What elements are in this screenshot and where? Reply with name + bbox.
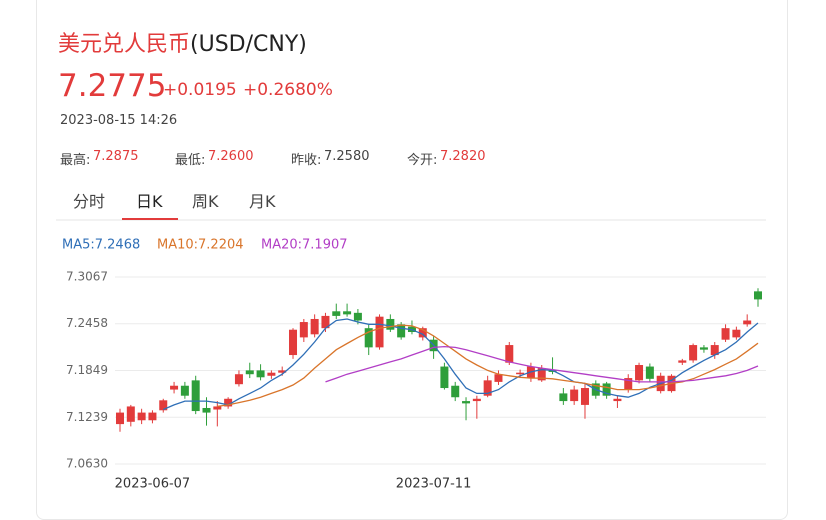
candle-body <box>397 324 406 338</box>
tab[interactable]: 日K <box>136 192 163 211</box>
stat-label: 最低: <box>175 153 206 168</box>
candle-body <box>202 407 211 413</box>
candle-body <box>548 370 557 372</box>
change-pct: +0.2680% <box>243 80 333 100</box>
y-tick-label: 7.2458 <box>66 316 108 330</box>
candle-body <box>386 318 395 330</box>
stat-label: 最高: <box>60 153 91 168</box>
chart: MA5:7.2468 MA10:7.2204 MA20:7.1907 7.0630 7.… <box>56 218 766 492</box>
x-tick-label: 2023-06-07 <box>115 477 191 492</box>
candle-body <box>170 385 179 390</box>
candle-body <box>699 347 708 350</box>
page: 美元兑人民币(USD/CNY) 7.2775 +0.0195 +0.2680% … <box>36 0 788 520</box>
candle-body <box>191 380 200 412</box>
candle-body <box>721 328 730 340</box>
candle-body <box>678 360 687 363</box>
candle-body <box>321 315 330 329</box>
y-tick-label: 7.0630 <box>66 457 108 471</box>
candle-body <box>364 328 373 348</box>
candle-body <box>234 374 243 385</box>
candle-body <box>624 378 633 390</box>
candle-body <box>710 345 719 356</box>
candle-body <box>245 370 254 375</box>
candle-body <box>613 398 622 402</box>
candle-body <box>494 374 503 382</box>
candle-body <box>375 316 384 348</box>
stat-value: 7.2580 <box>324 149 370 164</box>
candle-body <box>580 388 589 405</box>
tab[interactable]: 周K <box>192 192 219 211</box>
title: 美元兑人民币(USD/CNY) <box>58 26 307 58</box>
candle-body <box>126 406 135 422</box>
candle-body <box>516 372 525 375</box>
timestamp: 2023-08-15 14:26 <box>60 113 178 128</box>
ma-line <box>163 318 759 411</box>
candle-body <box>289 329 298 356</box>
title-cn: 美元兑人民币 <box>58 32 191 57</box>
candle-body <box>570 389 579 402</box>
candle-body <box>645 366 654 379</box>
candle-body <box>159 400 168 411</box>
candle-body <box>224 398 233 407</box>
candle-body <box>137 412 146 421</box>
stat-value: 7.2820 <box>440 149 486 164</box>
candle-body <box>602 383 611 396</box>
candle-body <box>343 311 352 315</box>
candle-body <box>732 329 741 338</box>
candle-body <box>310 318 319 335</box>
candle-body <box>213 406 222 410</box>
legend-entry: MA10:7.2204 <box>157 238 244 253</box>
tab[interactable]: 分时 <box>73 192 106 211</box>
title-code: (USD/CNY) <box>190 32 307 57</box>
candle-body <box>462 401 471 404</box>
candle-body <box>180 385 189 396</box>
candle-body <box>754 291 762 300</box>
x-tick-label: 2023-07-11 <box>396 477 472 492</box>
ma-line <box>325 345 759 383</box>
candle-body <box>559 393 568 402</box>
y-tick-label: 7.3067 <box>66 270 108 284</box>
stat-label: 昨收: <box>291 153 322 168</box>
ma-line <box>217 324 759 408</box>
legend-entry: MA5:7.2468 <box>62 238 140 253</box>
legend-entry: MA20:7.1907 <box>261 238 348 253</box>
candle-body <box>116 412 124 425</box>
y-tick-label: 7.1849 <box>66 363 108 377</box>
candle-body <box>332 311 341 316</box>
candle-body <box>418 328 427 338</box>
candle-body <box>537 368 546 381</box>
stat-value: 7.2600 <box>208 149 254 164</box>
candle-body <box>278 370 287 373</box>
candle-body <box>256 370 265 378</box>
tab[interactable]: 月K <box>249 192 276 211</box>
candle-body <box>440 366 449 389</box>
candle-body <box>472 398 481 402</box>
stat-value: 7.2875 <box>93 149 139 164</box>
y-tick-label: 7.1239 <box>66 410 108 424</box>
change: +0.0195 <box>163 80 237 100</box>
stat-label: 今开: <box>407 153 438 168</box>
candle-body <box>505 345 514 363</box>
candle-body <box>267 372 276 376</box>
candle-body <box>483 380 492 396</box>
price: 7.2775 <box>58 68 167 104</box>
candle-body <box>299 322 308 338</box>
candle-body <box>635 365 644 381</box>
candle-body <box>353 312 362 321</box>
candle-body <box>451 385 460 398</box>
candle-body <box>689 345 698 361</box>
candle-body <box>743 320 752 325</box>
candle-body <box>148 412 157 421</box>
